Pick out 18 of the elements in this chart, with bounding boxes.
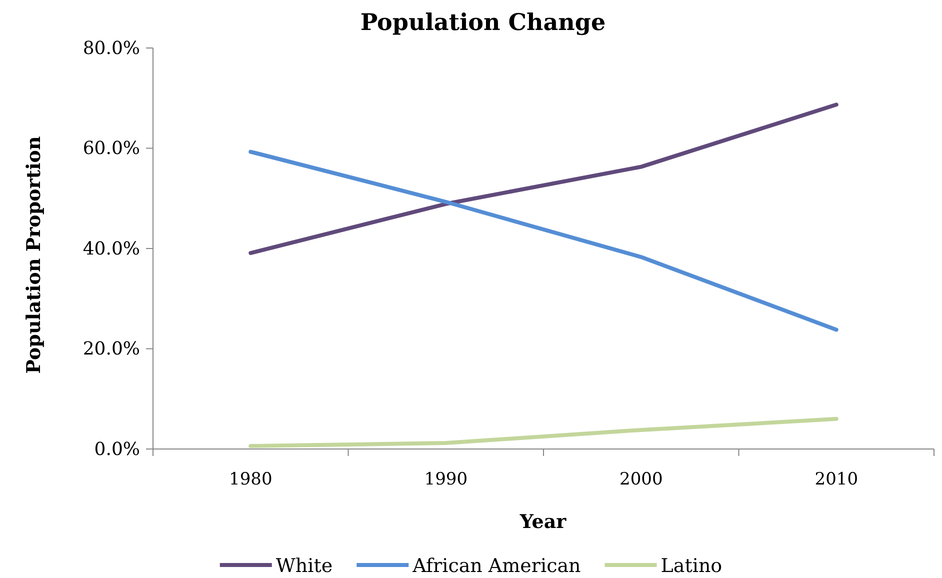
line-series xyxy=(248,150,838,332)
chart-title: Population Change xyxy=(360,9,606,36)
y-tick-label: 80.0% xyxy=(82,38,140,59)
x-axis-title: Year xyxy=(518,511,568,533)
y-axis-title: Population Proportion xyxy=(23,136,45,374)
y-tick-label: 20.0% xyxy=(82,338,140,360)
x-tick-label: 1980 xyxy=(228,469,272,490)
legend-label: Latino xyxy=(660,555,722,577)
legend-label: African American xyxy=(412,555,581,577)
line-series xyxy=(248,416,838,448)
x-tick-label: 1990 xyxy=(424,469,468,490)
x-tick-label: 2010 xyxy=(814,469,858,490)
line-series xyxy=(248,102,838,256)
y-tick-label: 60.0% xyxy=(82,138,140,160)
y-tick-label: 40.0% xyxy=(82,238,140,260)
legend-label: White xyxy=(276,555,333,577)
x-tick-label: 2000 xyxy=(619,469,663,490)
y-tick-label: 0.0% xyxy=(94,438,140,460)
